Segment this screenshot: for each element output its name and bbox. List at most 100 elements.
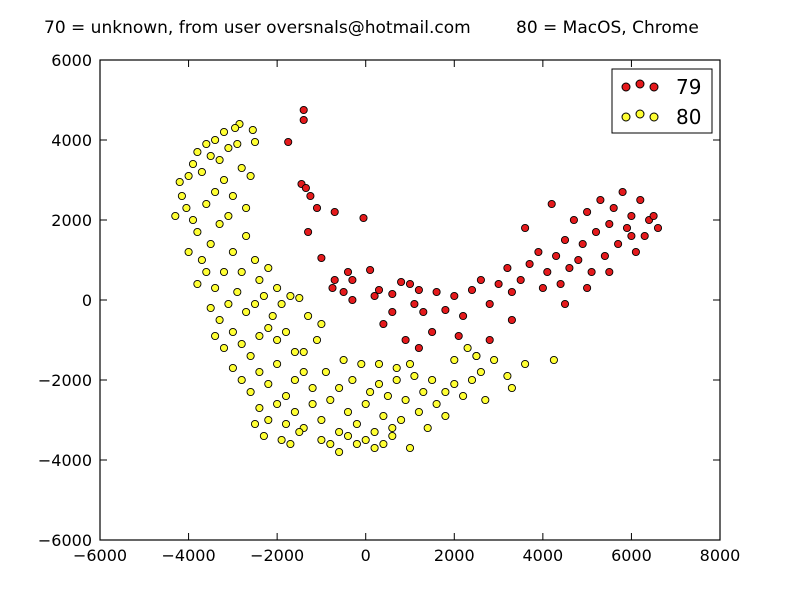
point-80-109 [374, 379, 384, 389]
point-80-17 [171, 211, 180, 221]
point-80-26 [197, 255, 206, 265]
point-79-48 [587, 267, 596, 277]
point-80-20 [211, 187, 220, 197]
point-79-23 [410, 299, 419, 309]
point-80-79 [343, 407, 353, 417]
point-80-87 [414, 407, 423, 417]
point-79-75 [485, 335, 494, 345]
point-80-39 [264, 263, 273, 273]
point-80-35 [219, 267, 229, 277]
point-80-107 [348, 375, 357, 385]
point-80-75 [308, 399, 317, 409]
point-80-94 [343, 431, 353, 441]
point-80-6 [248, 125, 257, 135]
point-80-104 [286, 439, 295, 449]
point-80-63 [264, 379, 273, 389]
point-80-78 [335, 427, 344, 437]
point-79-28 [459, 311, 468, 321]
point-79-51 [600, 251, 609, 261]
point-80-49 [211, 331, 220, 341]
point-80-119 [405, 359, 415, 369]
point-80-122 [450, 379, 459, 389]
point-79-50 [596, 195, 605, 205]
x-tick-label-3: 0 [361, 546, 371, 565]
point-79-56 [622, 223, 632, 233]
legend-label-79: 79 [676, 75, 701, 99]
point-80-96 [361, 435, 370, 445]
point-79-44 [569, 215, 578, 225]
point-80-89 [432, 399, 441, 409]
point-80-66 [290, 375, 299, 385]
x-tick-label-6: 6000 [611, 546, 652, 565]
point-80-56 [273, 335, 282, 345]
point-80-71 [273, 399, 282, 409]
point-79-25 [432, 287, 441, 297]
point-79-70 [379, 319, 388, 329]
point-79-63 [653, 223, 663, 233]
point-80-32 [202, 267, 211, 277]
point-80-83 [379, 411, 388, 421]
point-79-46 [578, 239, 587, 249]
point-80-50 [219, 343, 229, 353]
point-79-26 [441, 305, 450, 315]
legend-marker-79-b [635, 79, 645, 89]
point-80-24 [193, 227, 202, 237]
point-79-59 [636, 195, 645, 205]
point-79-32 [494, 279, 503, 289]
point-79-9 [304, 227, 313, 237]
point-79-2 [284, 137, 293, 147]
point-80-67 [299, 367, 308, 377]
point-80-84 [388, 431, 397, 441]
y-tick-label-3: 0 [82, 291, 92, 310]
point-80-59 [228, 363, 237, 373]
point-80-51 [228, 327, 237, 337]
point-79-34 [507, 287, 516, 297]
point-80-2 [219, 127, 229, 137]
point-80-130 [549, 355, 558, 365]
point-79-72 [414, 343, 423, 353]
y-tick-label-2: −2000 [38, 371, 92, 390]
point-79-67 [428, 327, 437, 337]
point-80-136 [312, 335, 322, 345]
point-80-19 [202, 199, 211, 209]
point-79-6 [312, 203, 322, 213]
point-80-1 [231, 123, 240, 133]
point-80-77 [326, 395, 335, 405]
point-80-114 [419, 387, 428, 397]
point-79-1 [299, 115, 308, 125]
point-80-124 [467, 375, 477, 385]
point-80-68 [308, 383, 317, 393]
point-80-34 [211, 283, 220, 293]
point-79-7 [330, 207, 339, 217]
point-80-73 [290, 407, 299, 417]
point-79-8 [359, 213, 368, 223]
point-80-15 [177, 191, 186, 201]
point-80-7 [250, 137, 260, 147]
point-80-18 [188, 215, 198, 225]
point-79-27 [450, 291, 459, 301]
point-80-140 [304, 311, 313, 321]
point-80-125 [476, 367, 485, 377]
point-80-103 [295, 427, 304, 437]
point-80-55 [264, 323, 273, 333]
point-80-22 [228, 191, 237, 201]
point-80-118 [392, 363, 401, 373]
point-79-21 [405, 279, 415, 289]
point-79-5 [306, 191, 315, 201]
x-tick-label-4: 2000 [434, 546, 475, 565]
point-80-133 [472, 351, 481, 361]
point-79-15 [339, 287, 348, 297]
point-79-30 [476, 275, 485, 285]
point-79-40 [552, 251, 561, 261]
x-tick-label-0: −6000 [73, 546, 127, 565]
point-79-22 [414, 285, 423, 295]
point-80-5 [193, 147, 202, 157]
point-80-85 [397, 415, 406, 425]
point-80-93 [335, 447, 344, 457]
point-79-79 [627, 231, 636, 241]
point-79-41 [556, 279, 565, 289]
y-tick-label-0: −6000 [38, 531, 92, 550]
point-80-65 [281, 391, 291, 401]
point-80-12 [215, 155, 224, 165]
point-79-10 [317, 253, 326, 263]
